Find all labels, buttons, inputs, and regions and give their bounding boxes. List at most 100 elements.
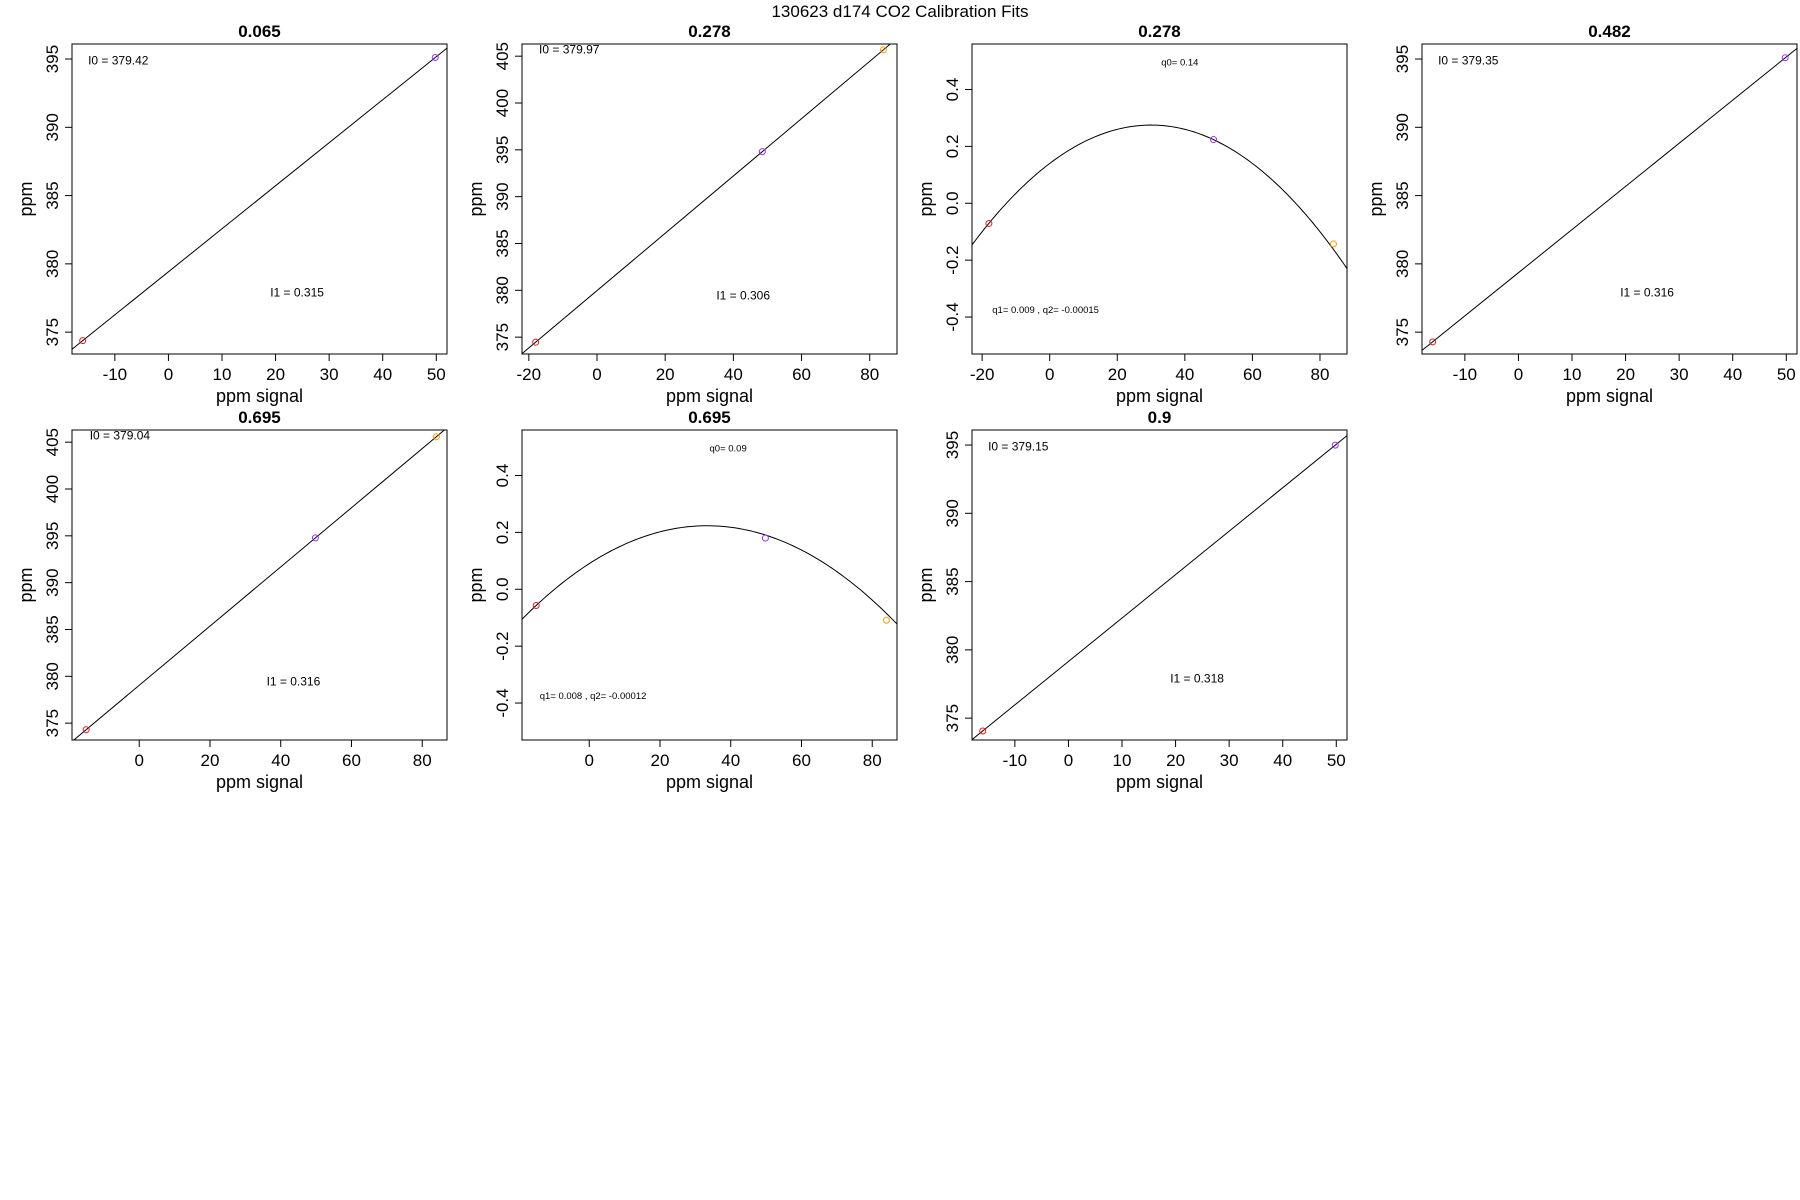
x-tick-label: 50 (1327, 751, 1346, 770)
y-tick-label: 0.0 (493, 577, 512, 601)
y-axis-label: ppm (466, 181, 486, 216)
fit-annotation: q0= 0.09 (710, 443, 747, 454)
y-tick-label: 380 (493, 276, 512, 304)
y-tick-label: 385 (43, 181, 62, 209)
calibration-panel: 0.9 -10 0 10 20 30 40 50 ppm signal 375 380 385 390 3… (916, 408, 1348, 792)
fit-line (73, 430, 446, 740)
fit-annotation: I1 = 0.316 (267, 675, 321, 689)
y-tick-label: 0.4 (943, 78, 962, 102)
panel-title: 0.9 (1148, 408, 1172, 427)
y-axis-label: ppm (916, 181, 936, 216)
y-tick-label: 405 (493, 42, 512, 70)
panel-title: 0.695 (238, 408, 281, 427)
x-tick-label: 20 (1108, 365, 1127, 384)
x-tick-label: -10 (1003, 751, 1028, 770)
data-point (761, 534, 769, 542)
x-tick-label: 30 (320, 365, 339, 384)
y-axis-label: ppm (466, 567, 486, 602)
y-tick-label: 395 (43, 522, 62, 550)
y-tick-label: 0.2 (943, 135, 962, 159)
plot-frame (71, 429, 448, 741)
y-tick-label: 0.0 (943, 191, 962, 215)
x-tick-label: 20 (1166, 751, 1185, 770)
data-point (758, 148, 766, 156)
data-point (1210, 136, 1218, 144)
calibration-panel: 0.278 -20 0 20 40 60 80 ppm signal -0.4 -0.2 0.0 0.… (916, 22, 1348, 406)
x-tick-label: 40 (724, 365, 743, 384)
panel-title: 0.065 (238, 22, 281, 41)
y-tick-label: 400 (43, 475, 62, 503)
x-tick-label: 60 (792, 751, 811, 770)
data-point (532, 601, 540, 609)
x-axis-label: ppm signal (1116, 772, 1203, 792)
y-tick-label: 385 (493, 229, 512, 257)
y-axis-label: ppm (16, 181, 36, 216)
plot-frame (971, 43, 1348, 355)
fit-annotation: I0 = 379.35 (1438, 53, 1499, 67)
fit-annotation: I1 = 0.316 (1620, 286, 1674, 300)
y-tick-label: -0.2 (943, 245, 962, 274)
x-tick-label: 30 (1670, 365, 1689, 384)
y-tick-label: 400 (493, 89, 512, 117)
x-tick-label: 0 (1514, 365, 1523, 384)
y-tick-label: -0.4 (493, 688, 512, 717)
y-tick-label: 385 (1393, 181, 1412, 209)
data-point (879, 46, 887, 54)
data-point (82, 726, 90, 734)
data-point (1331, 441, 1339, 449)
data-point (985, 219, 993, 227)
fit-annotation: q1= 0.009 , q2= -0.00015 (992, 305, 1099, 316)
data-point (1329, 240, 1337, 248)
data-point (979, 727, 987, 735)
y-tick-label: 375 (943, 704, 962, 732)
fit-annotation: I0 = 379.15 (988, 439, 1049, 453)
x-tick-label: 50 (1777, 365, 1796, 384)
x-axis-label: ppm signal (666, 772, 753, 792)
x-tick-label: 40 (721, 751, 740, 770)
x-tick-label: -20 (970, 365, 995, 384)
data-point (432, 433, 440, 441)
fit-annotation: I0 = 379.97 (539, 42, 600, 56)
x-tick-label: 40 (1273, 751, 1292, 770)
x-tick-label: 0 (584, 751, 593, 770)
plot-frame (521, 429, 898, 741)
x-tick-label: 80 (860, 365, 879, 384)
y-axis-label: ppm (916, 567, 936, 602)
y-tick-label: -0.2 (493, 631, 512, 660)
y-tick-label: 375 (43, 318, 62, 346)
plot-frame (521, 43, 898, 355)
x-tick-label: 60 (342, 751, 361, 770)
fit-annotation: I1 = 0.306 (716, 289, 770, 303)
fit-curve (972, 124, 1347, 269)
y-tick-label: 380 (43, 662, 62, 690)
y-axis-label: ppm (1366, 181, 1386, 216)
x-tick-label: 0 (164, 365, 173, 384)
fit-curve (522, 525, 897, 625)
panel-title: 0.278 (1138, 22, 1181, 41)
y-tick-label: 375 (43, 709, 62, 737)
y-tick-label: 395 (1393, 45, 1412, 73)
fit-annotation: I1 = 0.315 (270, 286, 324, 300)
y-tick-label: 380 (943, 636, 962, 664)
x-axis-label: ppm signal (216, 772, 303, 792)
x-tick-label: 30 (1220, 751, 1239, 770)
x-tick-label: 20 (651, 751, 670, 770)
y-tick-label: 390 (1393, 113, 1412, 141)
fit-line (72, 47, 447, 350)
fit-line (522, 44, 892, 354)
y-tick-label: 385 (43, 615, 62, 643)
data-point (532, 338, 540, 346)
x-tick-label: 0 (1045, 365, 1054, 384)
fit-annotation: q1= 0.008 , q2= -0.00012 (540, 691, 647, 702)
x-tick-label: 20 (266, 365, 285, 384)
y-tick-label: 0.2 (493, 521, 512, 545)
x-axis-label: ppm signal (1116, 386, 1203, 406)
x-tick-label: 40 (373, 365, 392, 384)
plot-frame (971, 429, 1348, 741)
x-tick-label: -10 (103, 365, 128, 384)
y-tick-label: 395 (43, 45, 62, 73)
panel-title: 0.278 (688, 22, 731, 41)
figure-title: 130623 d174 CO2 Calibration Fits (771, 2, 1029, 21)
calibration-panel: 0.695 0 20 40 60 80 ppm signal 375 380 385 390 395 4… (16, 408, 448, 792)
